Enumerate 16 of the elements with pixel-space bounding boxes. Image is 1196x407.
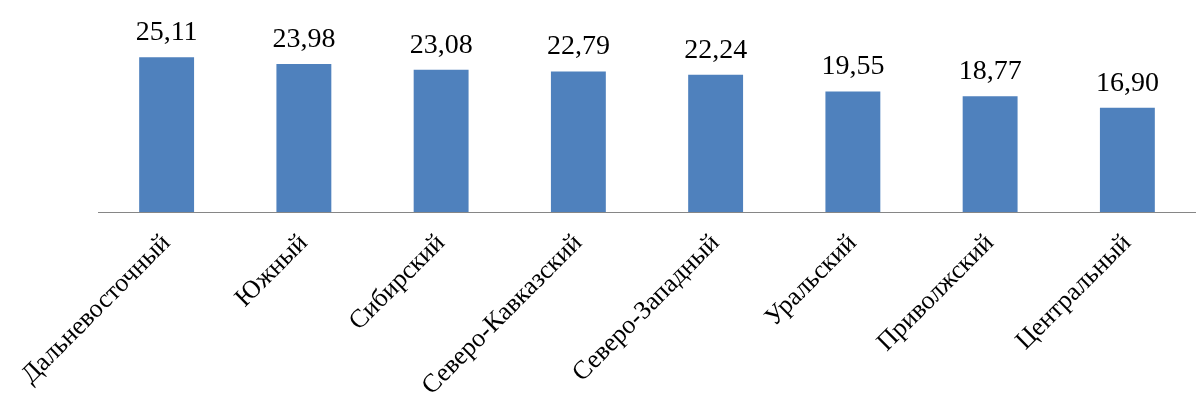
data-label: 22,24	[684, 32, 748, 64]
data-label: 19,55	[821, 49, 885, 81]
data-label: 16,90	[1095, 65, 1159, 97]
bar	[276, 64, 332, 212]
bar	[688, 74, 744, 212]
data-label: 18,77	[958, 54, 1022, 86]
data-label: 23,98	[272, 22, 336, 54]
bar	[413, 69, 469, 212]
data-label: 22,79	[546, 29, 610, 61]
data-label: 25,11	[135, 15, 198, 47]
data-label: 23,08	[409, 27, 473, 59]
bar	[962, 96, 1018, 212]
bar	[139, 57, 195, 212]
bar	[1099, 107, 1155, 212]
bar	[550, 71, 606, 212]
bar	[825, 91, 881, 212]
